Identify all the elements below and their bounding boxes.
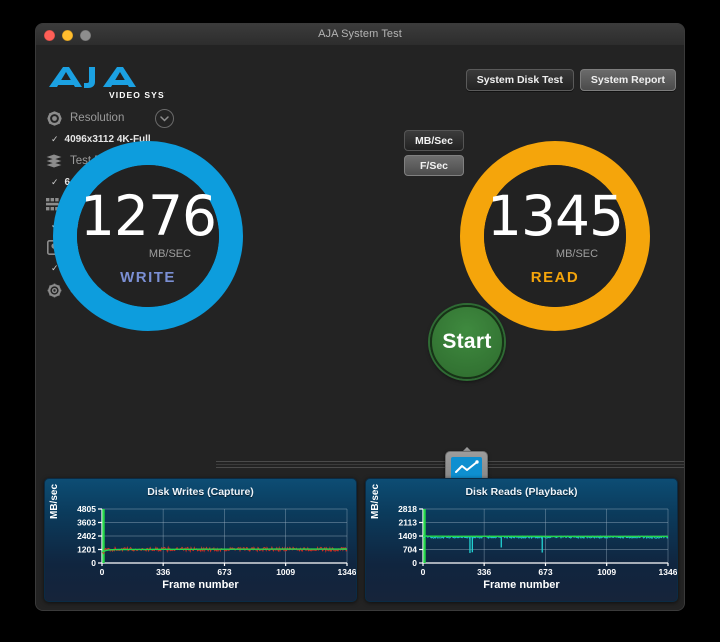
window-controls [44, 30, 91, 41]
disk-reads-chart-title: Disk Reads (Playback) [465, 486, 578, 498]
svg-text:0: 0 [91, 558, 96, 568]
system-report-button[interactable]: System Report [579, 69, 676, 91]
svg-text:673: 673 [217, 567, 231, 577]
svg-text:1346: 1346 [338, 567, 356, 577]
svg-text:1201: 1201 [77, 545, 96, 555]
disk-writes-plot: MB/sec 0 1201 2402 3603 4805 0 336 673 1009 1346 … [45, 484, 356, 601]
chevron-down-icon-resolution[interactable] [155, 109, 174, 128]
svg-text:0: 0 [100, 567, 105, 577]
write-unit: MB/SEC [148, 247, 192, 260]
start-button[interactable]: Start [430, 305, 504, 379]
toolbar: System Disk Test System Report [465, 69, 676, 91]
zoom-button[interactable] [80, 30, 91, 41]
svg-text:704: 704 [403, 545, 417, 555]
logo-tagline: VIDEO SYSTEMS [109, 90, 165, 100]
svg-text:2402: 2402 [77, 531, 96, 541]
disk-reads-plot: MB/sec 0 704 1409 2113 2818 0 336 673 1009 1346 F… [366, 484, 677, 601]
sidebar-value-resolution-text: 4096x3112 4K-Full [64, 134, 151, 145]
svg-text:1346: 1346 [659, 567, 677, 577]
disk-writes-chart: Disk Writes (Capture) MB/sec 0 1201 2402 36… [44, 478, 357, 602]
write-gauge-inner: 1276 MB/SEC WRITE [77, 165, 219, 307]
sidebar-value-resolution[interactable]: ✓ 4096x3112 4K-Full [45, 129, 220, 150]
title-bar[interactable]: AJA System Test [36, 24, 684, 46]
disk-reads-chart: Disk Reads (Playback) MB/sec 0 704 1409 211… [365, 478, 678, 602]
layers-icon [45, 153, 63, 169]
svg-text:0: 0 [412, 558, 417, 568]
close-button[interactable] [44, 30, 55, 41]
svg-text:2818: 2818 [398, 504, 417, 514]
read-label: READ [530, 268, 580, 286]
write-value: 1276 [80, 183, 217, 248]
aja-logo: VIDEO SYSTEMS [45, 61, 165, 103]
line-chart-icon [451, 456, 482, 480]
unit-button-fsec[interactable]: F/Sec [404, 155, 464, 176]
read-value: 1345 [487, 183, 624, 248]
resolution-icon [45, 110, 63, 126]
system-disk-test-button[interactable]: System Disk Test [465, 69, 574, 91]
app-window: AJA System Test VIDEO SYSTEMS [36, 24, 684, 610]
svg-text:4805: 4805 [77, 504, 96, 514]
check-icon: ✓ [51, 177, 59, 187]
check-icon: ✓ [51, 134, 59, 144]
minimize-button[interactable] [62, 30, 73, 41]
sidebar-label-resolution: Resolution [70, 112, 125, 124]
svg-text:1009: 1009 [597, 567, 616, 577]
svg-text:336: 336 [156, 567, 170, 577]
unit-toggle-group: MB/Sec F/Sec [404, 130, 464, 176]
check-icon: ✓ [51, 263, 59, 273]
svg-text:336: 336 [477, 567, 491, 577]
read-gauge: 1345 MB/SEC READ [460, 141, 650, 331]
svg-text:673: 673 [538, 567, 552, 577]
svg-text:2113: 2113 [399, 518, 418, 528]
read-gauge-inner: 1345 MB/SEC READ [484, 165, 626, 307]
graph-toggle-nub [463, 447, 471, 451]
disk-writes-chart-title: Disk Writes (Capture) [147, 486, 254, 498]
svg-text:1409: 1409 [398, 531, 417, 541]
write-label: WRITE [120, 268, 176, 286]
read-unit: MB/SEC [555, 247, 599, 260]
svg-text:1009: 1009 [276, 567, 295, 577]
svg-text:0: 0 [421, 567, 426, 577]
svg-text:3603: 3603 [77, 518, 96, 528]
window-title: AJA System Test [318, 28, 402, 40]
start-button-label: Start [442, 330, 492, 353]
write-gauge: 1276 MB/SEC WRITE [53, 141, 243, 331]
sidebar-item-resolution[interactable]: Resolution [45, 107, 220, 129]
disk-writes-xlabel: Frame number [162, 579, 239, 591]
window-body: VIDEO SYSTEMS System Disk Test System Re… [36, 45, 684, 610]
disk-reads-xlabel: Frame number [483, 579, 560, 591]
gear-icon [45, 282, 63, 298]
unit-button-mbsec[interactable]: MB/Sec [404, 130, 464, 151]
